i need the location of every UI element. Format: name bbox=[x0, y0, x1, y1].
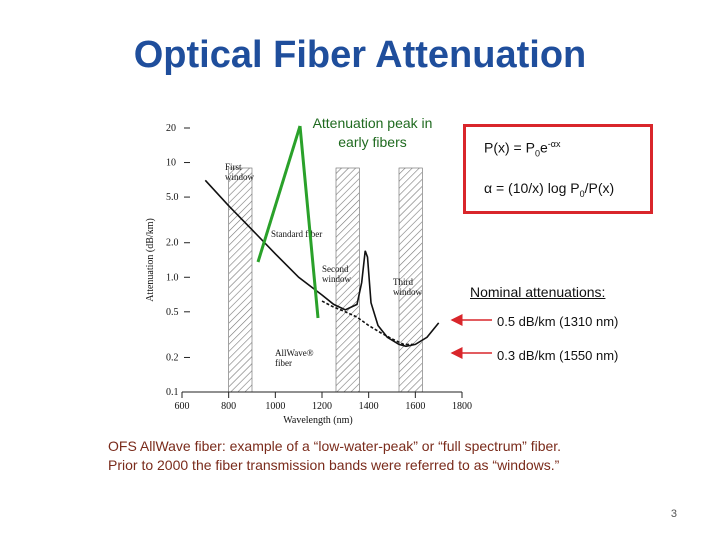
page-number: 3 bbox=[670, 508, 677, 520]
peak-callout-line-2 bbox=[298, 125, 320, 319]
slide-title: Optical Fiber Attenuation bbox=[133, 34, 587, 76]
x-tick-label: 1000 bbox=[265, 401, 285, 412]
formula-box: P(x) = P0e-αx α = (10/x) log P0/P(x) bbox=[463, 124, 653, 214]
caption-line-2: Prior to 2000 the fiber transmission ban… bbox=[108, 457, 560, 473]
y-tick-label: 1.0 bbox=[166, 272, 179, 283]
x-tick-label: 1400 bbox=[359, 401, 379, 412]
annotation-word: window bbox=[393, 287, 423, 297]
nominal-1310: 0.5 dB/km (1310 nm) bbox=[497, 314, 619, 329]
y-tick-label: 5.0 bbox=[166, 192, 179, 203]
series-line-1 bbox=[204, 179, 440, 348]
annotation-word: First bbox=[225, 162, 242, 172]
caption: OFS AllWave fiber: example of a “low-wat… bbox=[108, 437, 668, 475]
y-axis-label: Attenuation (dB/km) bbox=[145, 218, 156, 302]
x-tick-label: 800 bbox=[221, 401, 236, 412]
y-tick-label: 10 bbox=[166, 158, 176, 169]
alpha-formula: α = (10/x) log P0/P(x) bbox=[484, 180, 615, 199]
y-tick-label: 20 bbox=[166, 123, 176, 134]
annotation-word: Third bbox=[393, 277, 413, 287]
x-tick-label: 1200 bbox=[312, 401, 332, 412]
x-tick-label: 1800 bbox=[452, 401, 472, 412]
nominal-1550: 0.3 dB/km (1550 nm) bbox=[497, 348, 619, 363]
caption-line-1: OFS AllWave fiber: example of a “low-wat… bbox=[108, 438, 562, 454]
chart-annotation-4: Third window bbox=[393, 277, 423, 297]
y-tick-label: 0.1 bbox=[166, 387, 179, 398]
peak-callout-line-1 bbox=[256, 125, 302, 263]
annotation-word: window bbox=[225, 172, 255, 182]
y-tick-label: 0.2 bbox=[166, 352, 179, 363]
annotation-word: Second bbox=[322, 264, 349, 274]
annotation-word: AllWave® bbox=[275, 348, 314, 358]
chart-annotation-1: First window bbox=[225, 162, 255, 182]
x-tick-label: 1600 bbox=[405, 401, 425, 412]
attenuation-peak-note: Attenuation peak in early fibers bbox=[312, 115, 433, 150]
y-tick-label: 2.0 bbox=[166, 238, 179, 249]
chart-annotation-3: Second window bbox=[322, 264, 352, 284]
power-formula: P(x) = P0e-αx bbox=[484, 139, 561, 159]
x-axis-label: Wavelength (nm) bbox=[283, 415, 352, 426]
x-tick-label: 600 bbox=[175, 401, 190, 412]
chart-annotation-2: Standard fiber bbox=[271, 229, 322, 239]
series-line-2 bbox=[321, 300, 416, 346]
chart-annotation-5: AllWave® fiber bbox=[275, 348, 314, 368]
annotation-word: window bbox=[322, 274, 352, 284]
y-tick-label: 0.5 bbox=[166, 307, 179, 318]
nominal-attenuations-title: Nominal attenuations: bbox=[470, 284, 606, 300]
transmission-window-1 bbox=[228, 167, 253, 393]
annotation-word: fiber bbox=[275, 358, 292, 368]
